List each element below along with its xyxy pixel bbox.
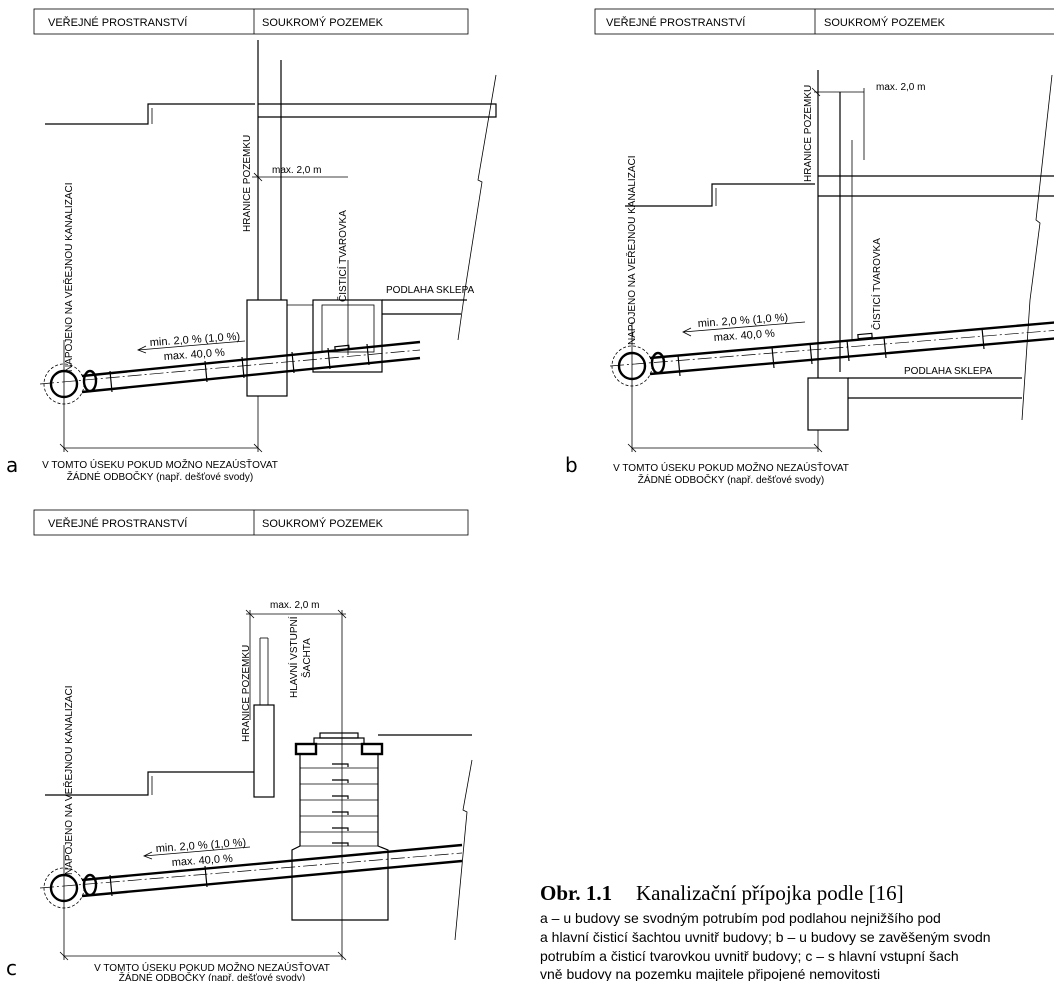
connection-label: NAPOJENO NA VEŘEJNOU KANALIZACI	[62, 183, 75, 373]
slope-min-label: min. 2,0 % (1,0 %)	[155, 837, 246, 855]
header-left-label: VEŘEJNÉ PROSTRANSTVÍ	[606, 16, 746, 29]
note-line-1: V TOMTO ÚSEKU POKUD MOŽNO NEZAÚSŤOVAT	[94, 961, 330, 974]
note-line-2: ŽÁDNÉ ODBOČKY (např. dešťové svody)	[67, 470, 253, 483]
caption-line-3: potrubím a čisticí tvarovkou uvnitř budo…	[540, 948, 959, 964]
max-distance-label: max. 2,0 m	[272, 165, 321, 176]
caption-line-1: a – u budovy se svodným potrubím pod pod…	[540, 910, 941, 926]
panel-a: VEŘEJNÉ PROSTRANSTVÍ SOUKROMÝ POZEMEK ma…	[6, 8, 497, 483]
floor-label: PODLAHA SKLEPA	[386, 285, 475, 296]
figure-caption: Obr. 1.1 Kanalizační přípojka podle [16]…	[540, 881, 991, 981]
slope-max-label: max. 40,0 %	[171, 853, 233, 869]
header-left-label: VEŘEJNÉ PROSTRANSTVÍ	[48, 16, 188, 29]
panel-letter: b	[565, 453, 578, 477]
boundary-label: HRANICE POZEMKU	[803, 85, 814, 182]
header-right-label: SOUKROMÝ POZEMEK	[824, 16, 946, 29]
note-line-2: ŽÁDNÉ ODBOČKY (např. dešťové svody)	[119, 971, 305, 981]
boundary-label: HRANICE POZEMKU	[241, 645, 252, 742]
note-line-1: V TOMTO ÚSEKU POKUD MOŽNO NEZAÚSŤOVAT	[613, 461, 849, 474]
connection-label: NAPOJENO NA VEŘEJNOU KANALIZACI	[62, 686, 75, 876]
caption-line-2: a hlavní čisticí šachtou uvnitř budovy; …	[540, 929, 991, 945]
floor-label: PODLAHA SKLEPA	[904, 366, 993, 377]
panel-c: VEŘEJNÉ PROSTRANSTVÍ SOUKROMÝ POZEMEK ma…	[6, 509, 473, 981]
note-line-2: ŽÁDNÉ ODBOČKY (např. dešťové svody)	[638, 473, 824, 486]
slope-min-label: min. 2,0 % (1,0 %)	[149, 331, 240, 349]
fitting-label: ČISTICÍ TVAROVKA	[870, 238, 883, 330]
caption-title: Kanalizační přípojka podle [16]	[636, 881, 904, 905]
panel-b: VEŘEJNÉ PROSTRANSTVÍ SOUKROMÝ POZEMEK ma…	[565, 8, 1054, 486]
max-distance-label: max. 2,0 m	[270, 600, 319, 611]
panel-letter: c	[6, 956, 17, 980]
note-line-1: V TOMTO ÚSEKU POKUD MOŽNO NEZAÚSŤOVAT	[42, 458, 278, 471]
shaft-label-2: ŠACHTA	[300, 638, 313, 678]
header-box	[33, 509, 469, 536]
header-right-label: SOUKROMÝ POZEMEK	[262, 16, 384, 29]
boundary-label: HRANICE POZEMKU	[242, 135, 253, 232]
header-box	[594, 8, 1054, 35]
header-left-label: VEŘEJNÉ PROSTRANSTVÍ	[48, 517, 188, 530]
header-box	[33, 8, 469, 35]
connection-label: NAPOJENO NA VEŘEJNOU KANALIZACI	[625, 156, 638, 346]
slope-max-label: max. 40,0 %	[713, 328, 775, 344]
panel-letter: a	[6, 453, 18, 477]
max-distance-label: max. 2,0 m	[876, 82, 925, 93]
header-right-label: SOUKROMÝ POZEMEK	[262, 517, 384, 530]
caption-number: Obr. 1.1	[540, 881, 612, 905]
shaft-label-1: HLAVNÍ VSTUPNÍ	[287, 616, 300, 698]
fitting-label: ČISTICÍ TVAROVKA	[336, 210, 349, 302]
svg-text:Obr. 1.1: Obr. 1.1	[540, 881, 612, 905]
caption-line-4: vně budovy na pozemku majitele připojené…	[540, 966, 880, 981]
slope-max-label: max. 40,0 %	[163, 347, 225, 363]
